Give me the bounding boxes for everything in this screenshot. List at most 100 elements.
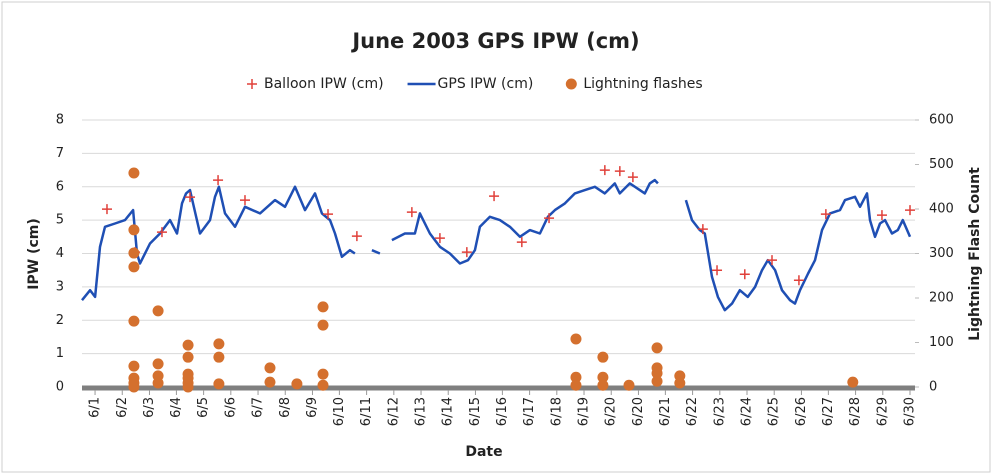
x-tick-label: 6/29 xyxy=(875,397,890,426)
y-tick-label: 1 xyxy=(56,346,64,361)
lightning-point xyxy=(128,261,140,273)
lightning-point xyxy=(264,362,276,374)
lightning-point xyxy=(182,351,194,363)
x-tick-label: 6/17 xyxy=(522,397,537,426)
y-tick-label: 7 xyxy=(56,146,64,161)
gps-line xyxy=(81,178,912,312)
x-tick-label: 6/20 xyxy=(631,397,646,426)
x-tick-label: 6/12 xyxy=(386,397,401,426)
balloon-point xyxy=(156,227,167,238)
lightning-point xyxy=(128,360,140,372)
y2-tick-label: 400 xyxy=(929,202,954,217)
balloon-point xyxy=(627,172,638,183)
y2-tick-label: 100 xyxy=(929,335,954,350)
lightning-point xyxy=(128,224,140,236)
legend-symbol xyxy=(247,79,257,89)
legend-label: Balloon IPW (cm) xyxy=(264,76,384,92)
x-tick-label: 6/30 xyxy=(903,397,918,426)
legend-symbol xyxy=(565,78,577,90)
balloon-point xyxy=(323,209,334,220)
y2-axis-title: Lightning Flash Count xyxy=(967,167,983,341)
x-tick-label: 6/2 xyxy=(115,397,130,418)
balloon-point xyxy=(712,265,723,276)
x-tick-label: 6/28 xyxy=(848,397,863,426)
x-tick-label: 6/3 xyxy=(142,397,157,418)
chart-title: June 2003 GPS IPW (cm) xyxy=(350,29,639,53)
x-tick-label: 6/21 xyxy=(658,397,673,426)
lightning-point xyxy=(847,376,859,388)
balloon-point xyxy=(876,210,887,221)
x-tick-label: 6/15 xyxy=(468,397,483,426)
x-tick-label: 6/14 xyxy=(441,397,456,426)
x-tick-label: 6/9 xyxy=(305,397,320,418)
lightning-point xyxy=(651,367,663,379)
x-tick-label: 6/27 xyxy=(821,397,836,426)
y-tick-label: 4 xyxy=(56,246,64,261)
balloon-point xyxy=(697,224,708,235)
y-tick-label: 5 xyxy=(56,213,64,228)
lightning-point xyxy=(597,379,609,391)
lightning-point xyxy=(674,377,686,389)
balloon-point xyxy=(516,237,527,248)
lightning-point xyxy=(182,381,194,393)
y-tick-label: 2 xyxy=(56,313,64,328)
balloon-point xyxy=(489,191,500,202)
balloon-point xyxy=(820,209,831,220)
lightning-point xyxy=(152,305,164,317)
x-tick-label: 6/20 xyxy=(604,397,619,426)
y-tick-label: 3 xyxy=(56,279,64,294)
x-tick-label: 6/4 xyxy=(169,397,184,418)
x-tick-label: 6/22 xyxy=(685,397,700,426)
x-tick-label: 6/7 xyxy=(251,397,266,418)
balloon-point xyxy=(599,165,610,176)
lightning-point xyxy=(128,315,140,327)
x-tick-label: 6/1 xyxy=(88,397,103,418)
y2-tick-label: 300 xyxy=(929,246,954,261)
lightning-point xyxy=(152,377,164,389)
x-tick-label: 6/11 xyxy=(359,397,374,426)
balloon-point xyxy=(793,275,804,286)
lightning-point xyxy=(317,379,329,391)
lightning-point xyxy=(128,381,140,393)
balloon-point xyxy=(101,204,112,215)
x-axis-title: Date xyxy=(465,444,502,460)
balloon-point xyxy=(434,233,445,244)
y2-tick-label: 500 xyxy=(929,157,954,172)
y-tick-label: 8 xyxy=(56,113,64,128)
lightning-point xyxy=(317,319,329,331)
y2-tick-label: 0 xyxy=(929,380,937,395)
balloon-point xyxy=(213,175,224,186)
x-tick-label: 6/25 xyxy=(767,397,782,426)
y-tick-label: 6 xyxy=(56,179,64,194)
balloon-point xyxy=(544,213,555,224)
lightning-point xyxy=(597,371,609,383)
balloon-point xyxy=(614,166,625,177)
x-tick-label: 6/5 xyxy=(196,397,211,418)
balloon-point xyxy=(905,205,916,216)
lightning-point xyxy=(213,338,225,350)
lightning-point xyxy=(570,371,582,383)
x-tick-label: 6/18 xyxy=(549,397,564,426)
lightning-point xyxy=(128,247,140,259)
lightning-point xyxy=(597,351,609,363)
x-tick-label: 6/19 xyxy=(577,397,592,426)
lightning-point xyxy=(317,301,329,313)
lightning-point xyxy=(213,351,225,363)
lightning-point xyxy=(570,379,582,391)
x-tick-label: 6/16 xyxy=(495,397,510,426)
legend-label: GPS IPW (cm) xyxy=(438,76,534,92)
balloon-point xyxy=(767,255,778,266)
balloon-point xyxy=(185,192,196,203)
balloon-point xyxy=(406,207,417,218)
lightning-point xyxy=(570,333,582,345)
lightning-point xyxy=(182,339,194,351)
balloon-point xyxy=(461,247,472,258)
balloon-point xyxy=(351,231,362,242)
x-tick-label: 6/13 xyxy=(414,397,429,426)
lightning-point xyxy=(291,378,303,390)
y-axis-title: IPW (cm) xyxy=(26,218,42,289)
balloon-point xyxy=(739,269,750,280)
